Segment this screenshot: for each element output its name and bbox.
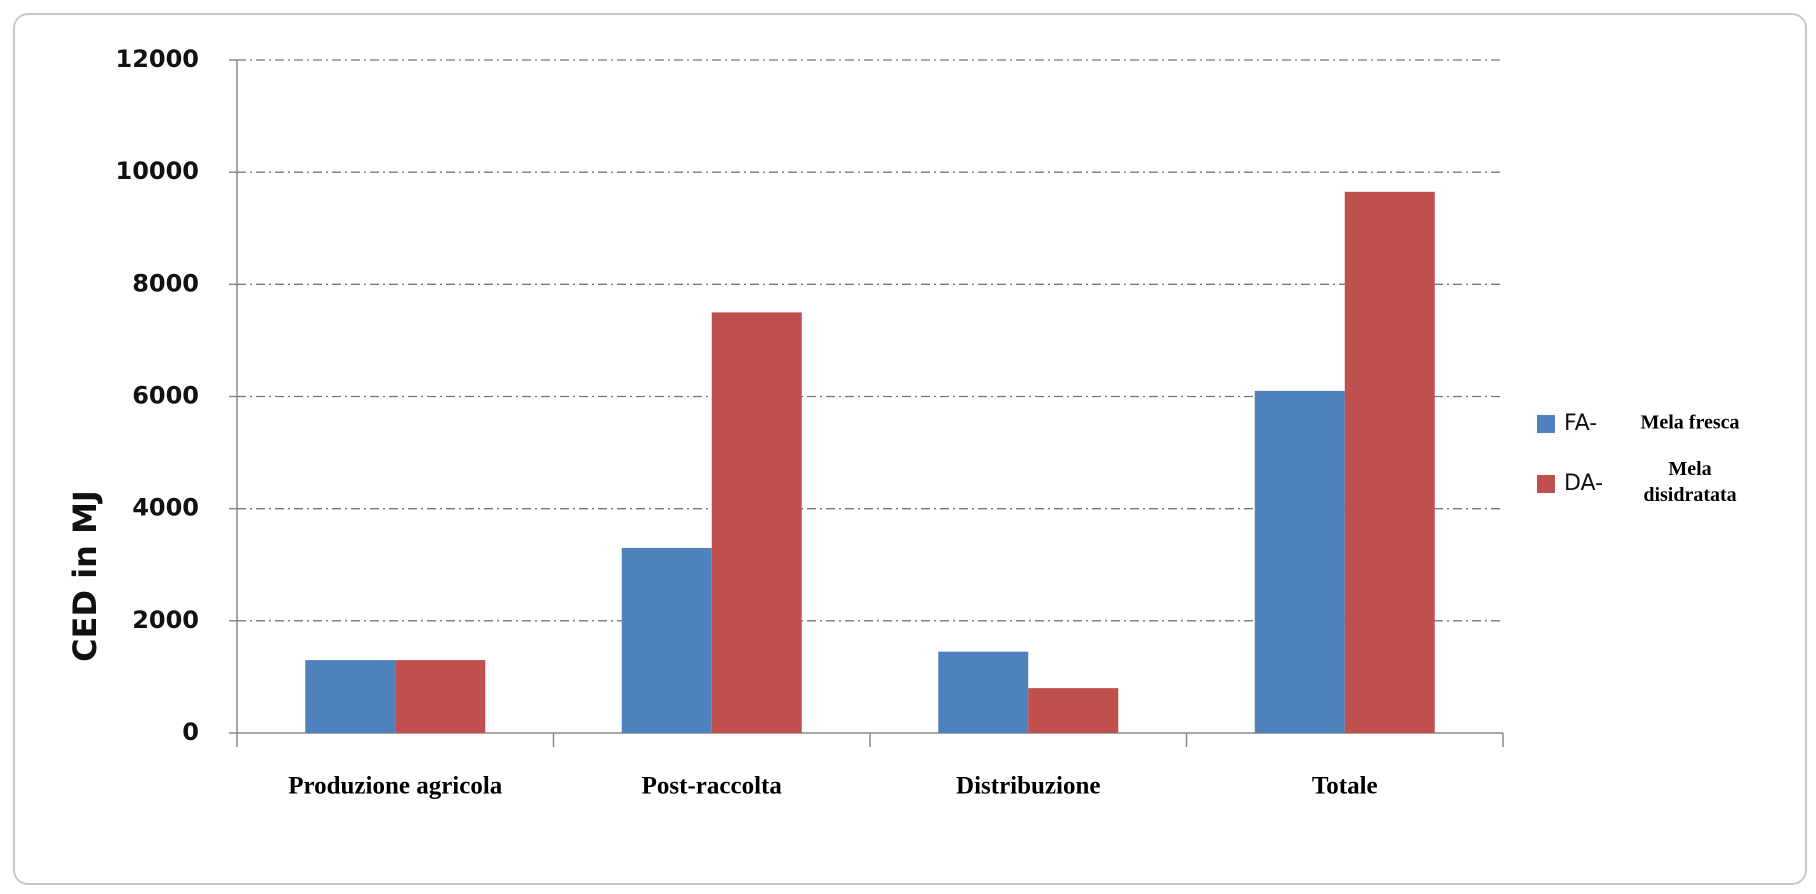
legend-description: Mela fresca: [1640, 412, 1739, 434]
y-tick-label: 0: [182, 718, 199, 746]
bar: [711, 312, 802, 733]
bar: [395, 660, 486, 733]
bar: [938, 651, 1029, 733]
x-tick-label: Distribuzione: [956, 773, 1100, 800]
legend-label: FA-: [1564, 411, 1597, 436]
x-tick-label: Produzione agricola: [288, 773, 503, 800]
bar: [1344, 191, 1435, 733]
y-tick-label: 4000: [132, 494, 199, 522]
bar: [305, 660, 396, 733]
x-tick-label: Totale: [1312, 773, 1378, 800]
x-tick-label: Post-raccolta: [642, 773, 783, 800]
y-tick-label: 12000: [116, 45, 200, 73]
y-tick-label: 8000: [132, 269, 199, 297]
chart-frame: [13, 13, 1807, 885]
legend-description: Mela disidratata: [1643, 458, 1736, 506]
y-tick-label: 6000: [132, 382, 199, 410]
bar: [621, 547, 712, 733]
legend-swatch: [1537, 475, 1555, 493]
y-axis-label: CED in MJ: [66, 490, 104, 662]
y-tick-label: 10000: [116, 157, 200, 185]
legend-label: DA-: [1564, 471, 1603, 496]
legend-swatch: [1537, 415, 1555, 433]
y-tick-label: 2000: [132, 606, 199, 634]
bar: [1028, 688, 1119, 733]
bar: [1254, 390, 1345, 733]
